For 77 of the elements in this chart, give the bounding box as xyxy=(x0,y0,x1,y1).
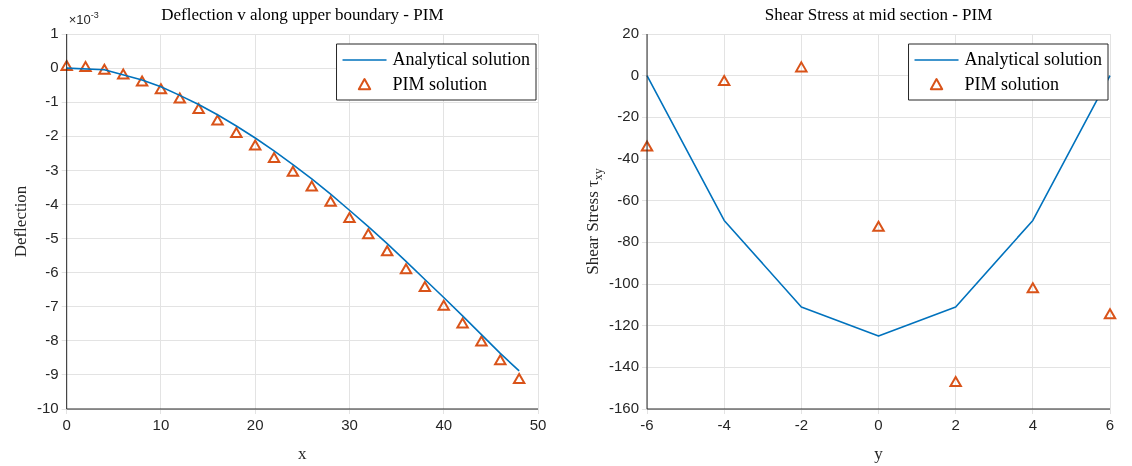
point xyxy=(192,103,205,115)
point xyxy=(154,83,168,95)
x-tick-label: 4 xyxy=(1028,416,1038,434)
point xyxy=(305,180,318,192)
x-tick-label: 6 xyxy=(1105,416,1115,434)
point xyxy=(1026,282,1040,294)
point xyxy=(324,195,337,207)
chart-title: Shear Stress at mid section - PIM xyxy=(764,5,993,25)
y-tick-label: -6 xyxy=(45,262,59,280)
point xyxy=(512,373,526,385)
point xyxy=(60,60,73,72)
point xyxy=(1103,308,1117,320)
y-tick-label: 1 xyxy=(50,24,59,42)
x-tick-label: -6 xyxy=(640,416,654,434)
y-tick-label: -100 xyxy=(608,274,640,292)
point xyxy=(211,114,224,126)
y-tick-label: -40 xyxy=(617,149,640,167)
x-axis-title: x xyxy=(298,444,308,464)
y-tick-label: -1 xyxy=(45,92,59,110)
y-tick-label: -160 xyxy=(608,399,640,417)
chart-title: Deflection v along upper boundary - PIM xyxy=(161,5,444,25)
point xyxy=(437,299,450,311)
legend-label: PIM solution xyxy=(392,73,488,94)
y-tick-label: -8 xyxy=(45,330,59,348)
point xyxy=(949,375,962,387)
y-tick-label: 20 xyxy=(622,24,640,42)
point xyxy=(399,263,413,275)
y-tick-label: -4 xyxy=(45,194,59,212)
legend-label: Analytical solution xyxy=(964,48,1103,69)
legend-label: PIM solution xyxy=(964,73,1060,94)
point xyxy=(79,61,92,73)
point xyxy=(380,245,394,257)
y-tick-label: -120 xyxy=(608,315,640,333)
y-tick-label: -60 xyxy=(617,190,640,208)
point xyxy=(418,280,432,292)
point xyxy=(135,75,149,87)
point xyxy=(872,220,885,232)
x-tick-label: 2 xyxy=(951,416,960,434)
y-tick-label: -2 xyxy=(45,126,59,144)
point xyxy=(795,61,808,73)
x-tick-label: 40 xyxy=(435,416,453,434)
y-tick-label: -5 xyxy=(45,228,59,246)
point xyxy=(267,152,281,164)
y-tick-label: -140 xyxy=(608,357,640,375)
point xyxy=(456,317,469,329)
point xyxy=(362,228,375,240)
point xyxy=(286,165,300,177)
x-tick-label: 10 xyxy=(152,416,170,434)
x-axis-title: y xyxy=(874,444,884,464)
y-axis-title: Shear Stress τxy xyxy=(583,168,606,275)
legend-label: Analytical solution xyxy=(392,48,531,69)
point xyxy=(173,92,186,104)
x-tick-label: 20 xyxy=(246,416,264,434)
point xyxy=(717,74,731,86)
y-tick-label: -80 xyxy=(617,232,640,250)
point xyxy=(98,63,111,75)
point xyxy=(475,335,488,347)
y-tick-label: 0 xyxy=(630,65,640,83)
point xyxy=(117,68,130,80)
point xyxy=(640,140,654,152)
point xyxy=(249,139,262,151)
point xyxy=(230,126,243,138)
y-tick-label: 0 xyxy=(50,58,59,76)
point xyxy=(343,212,356,224)
y-tick-label: -10 xyxy=(36,399,59,417)
x-tick-label: 0 xyxy=(874,416,883,434)
x-tick-label: 0 xyxy=(62,416,71,434)
y-tick-label: -3 xyxy=(45,160,59,178)
x-tick-label: 50 xyxy=(529,416,547,434)
x-tick-label: -2 xyxy=(794,416,809,434)
y-tick-label: -7 xyxy=(45,296,59,314)
x-tick-label: -4 xyxy=(717,416,731,434)
y-tick-label: -20 xyxy=(617,107,640,125)
x-tick-label: 30 xyxy=(341,416,358,434)
y-axis-title: Deflection xyxy=(11,185,31,258)
y-tick-label: -9 xyxy=(45,365,59,383)
point xyxy=(494,354,507,366)
